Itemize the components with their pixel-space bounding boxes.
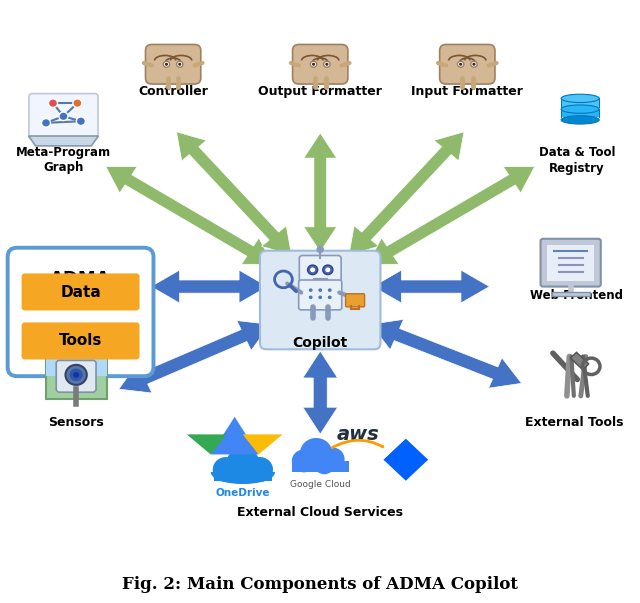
Text: External Cloud Services: External Cloud Services bbox=[237, 506, 403, 519]
Polygon shape bbox=[303, 351, 338, 434]
Circle shape bbox=[300, 438, 332, 469]
Polygon shape bbox=[119, 321, 270, 393]
Text: Controller: Controller bbox=[138, 86, 208, 98]
Circle shape bbox=[69, 368, 83, 381]
Circle shape bbox=[178, 63, 181, 66]
Circle shape bbox=[312, 63, 315, 66]
Circle shape bbox=[328, 295, 332, 299]
FancyBboxPatch shape bbox=[8, 248, 154, 376]
Circle shape bbox=[163, 62, 170, 68]
Polygon shape bbox=[151, 270, 268, 303]
Text: Data & Tool
Registry: Data & Tool Registry bbox=[539, 146, 615, 175]
Circle shape bbox=[471, 62, 477, 68]
Circle shape bbox=[310, 62, 317, 68]
Circle shape bbox=[325, 268, 330, 272]
FancyBboxPatch shape bbox=[260, 251, 380, 349]
Polygon shape bbox=[383, 439, 428, 466]
Circle shape bbox=[320, 447, 344, 470]
Text: Data: Data bbox=[60, 285, 101, 300]
FancyBboxPatch shape bbox=[440, 45, 495, 84]
Polygon shape bbox=[243, 434, 283, 455]
Text: aws: aws bbox=[337, 425, 380, 444]
Ellipse shape bbox=[561, 116, 599, 124]
Circle shape bbox=[310, 268, 315, 272]
Bar bbox=[570, 352, 589, 370]
Circle shape bbox=[65, 365, 87, 385]
Polygon shape bbox=[29, 136, 99, 146]
Circle shape bbox=[73, 99, 82, 107]
Polygon shape bbox=[367, 166, 534, 264]
Bar bbox=[292, 461, 349, 472]
Circle shape bbox=[246, 457, 273, 482]
Circle shape bbox=[328, 288, 332, 292]
Circle shape bbox=[325, 63, 328, 66]
Text: ADMA: ADMA bbox=[51, 270, 111, 288]
Polygon shape bbox=[371, 320, 522, 388]
Bar bbox=[547, 245, 595, 280]
FancyBboxPatch shape bbox=[292, 45, 348, 84]
Polygon shape bbox=[211, 417, 259, 455]
Text: Google Cloud: Google Cloud bbox=[290, 479, 351, 488]
Circle shape bbox=[316, 246, 324, 253]
Text: Tools: Tools bbox=[59, 333, 102, 349]
Polygon shape bbox=[177, 132, 291, 255]
Polygon shape bbox=[383, 453, 428, 466]
Text: Sensors: Sensors bbox=[48, 416, 104, 429]
Circle shape bbox=[324, 62, 330, 68]
FancyBboxPatch shape bbox=[22, 323, 140, 359]
FancyBboxPatch shape bbox=[299, 280, 342, 310]
Circle shape bbox=[309, 295, 312, 299]
Bar bbox=[45, 359, 107, 376]
Circle shape bbox=[212, 457, 239, 482]
Circle shape bbox=[42, 119, 51, 127]
Ellipse shape bbox=[561, 94, 599, 103]
Circle shape bbox=[314, 455, 335, 475]
Polygon shape bbox=[106, 166, 273, 264]
FancyBboxPatch shape bbox=[346, 294, 365, 307]
Bar bbox=[45, 359, 107, 399]
Circle shape bbox=[318, 288, 322, 292]
Bar bbox=[552, 292, 589, 296]
Circle shape bbox=[49, 99, 58, 107]
Circle shape bbox=[309, 288, 312, 292]
Text: Copilot: Copilot bbox=[292, 336, 348, 350]
Text: Meta-Program
Graph: Meta-Program Graph bbox=[16, 146, 111, 174]
Text: Input Formatter: Input Formatter bbox=[412, 86, 524, 98]
Circle shape bbox=[472, 63, 476, 66]
Circle shape bbox=[308, 265, 317, 274]
Bar bbox=[561, 98, 599, 107]
Text: Fig. 2: Main Components of ADMA Copilot: Fig. 2: Main Components of ADMA Copilot bbox=[122, 576, 518, 593]
Ellipse shape bbox=[561, 105, 599, 113]
Circle shape bbox=[318, 295, 322, 299]
Circle shape bbox=[226, 448, 260, 480]
Circle shape bbox=[177, 62, 183, 68]
Circle shape bbox=[458, 62, 464, 68]
FancyBboxPatch shape bbox=[29, 93, 98, 139]
Text: External Tools: External Tools bbox=[525, 416, 623, 429]
Text: OneDrive: OneDrive bbox=[216, 488, 270, 498]
Text: Web Frontend: Web Frontend bbox=[531, 289, 623, 302]
FancyBboxPatch shape bbox=[541, 239, 601, 286]
Bar bbox=[561, 109, 599, 118]
Polygon shape bbox=[383, 439, 428, 481]
Polygon shape bbox=[349, 132, 464, 255]
Text: Output Formatter: Output Formatter bbox=[259, 86, 382, 98]
FancyBboxPatch shape bbox=[56, 361, 96, 392]
Circle shape bbox=[76, 117, 85, 125]
FancyBboxPatch shape bbox=[300, 256, 341, 286]
Circle shape bbox=[59, 112, 68, 121]
FancyBboxPatch shape bbox=[22, 273, 140, 311]
Circle shape bbox=[292, 449, 316, 472]
FancyBboxPatch shape bbox=[145, 45, 201, 84]
Circle shape bbox=[459, 63, 462, 66]
Polygon shape bbox=[187, 434, 227, 455]
Polygon shape bbox=[373, 270, 490, 303]
Circle shape bbox=[323, 265, 333, 274]
Circle shape bbox=[73, 372, 79, 377]
Bar bbox=[214, 470, 272, 481]
Circle shape bbox=[165, 63, 168, 66]
Polygon shape bbox=[304, 133, 337, 252]
